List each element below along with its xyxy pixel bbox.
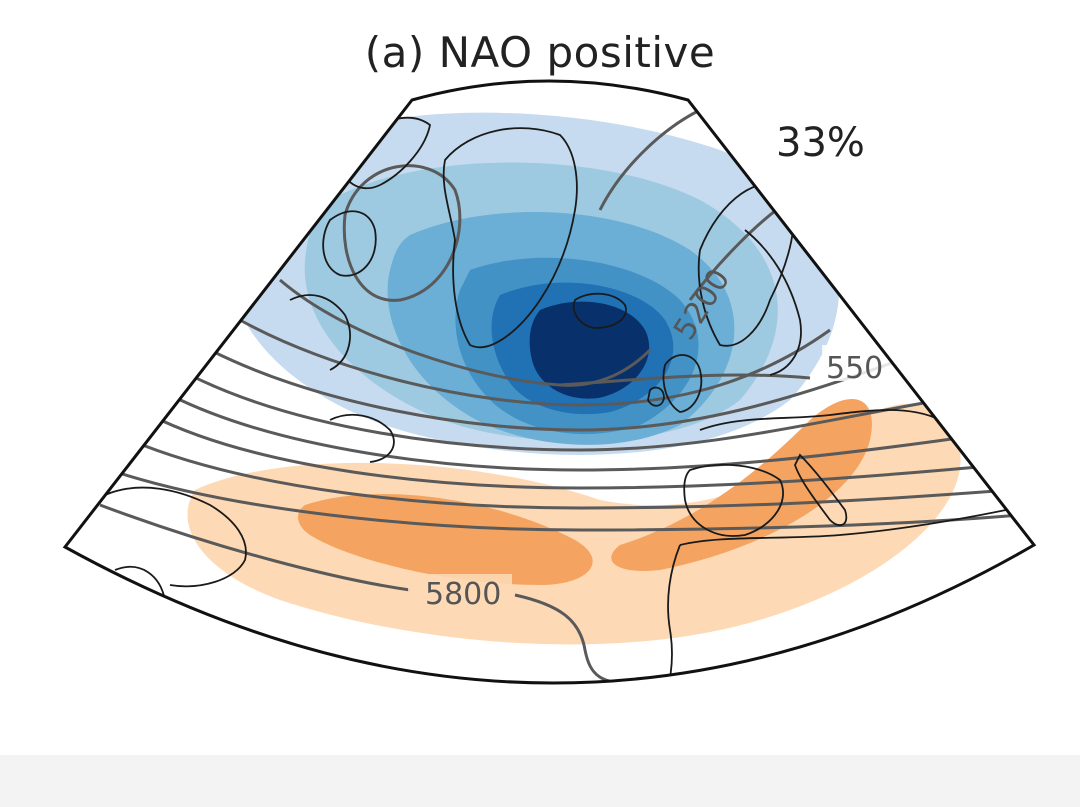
contour-label-550: 550 bbox=[826, 351, 883, 386]
negative-anomaly-shading bbox=[229, 112, 840, 455]
figure-panel: 5800 550 5200 (a) NAO positive 33% bbox=[62, 28, 1037, 685]
geopotential-contours bbox=[99, 108, 1031, 684]
bottom-bar bbox=[0, 755, 1080, 807]
map-sector-outline bbox=[62, 79, 1037, 685]
nao-map: 5800 550 5200 bbox=[62, 79, 1037, 685]
regime-frequency-label: 33% bbox=[776, 120, 865, 166]
coastlines bbox=[104, 116, 1031, 684]
figure-title: (a) NAO positive bbox=[364, 28, 716, 77]
contour-label-5800: 5800 bbox=[425, 577, 501, 612]
